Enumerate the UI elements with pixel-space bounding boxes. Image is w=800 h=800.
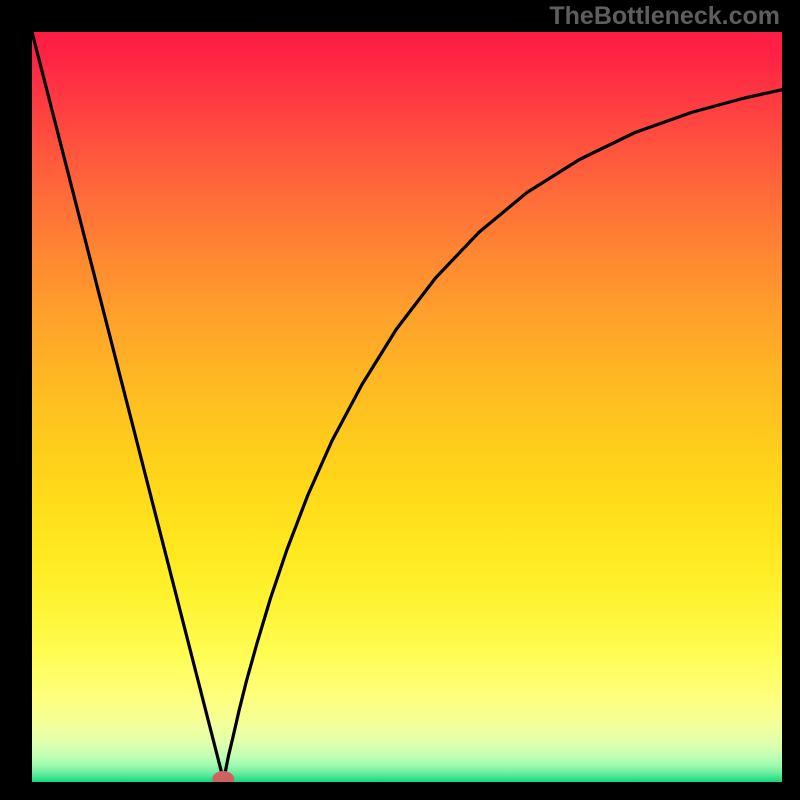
gradient-background bbox=[32, 32, 782, 782]
chart-frame bbox=[0, 0, 800, 800]
chart-svg bbox=[32, 32, 782, 782]
